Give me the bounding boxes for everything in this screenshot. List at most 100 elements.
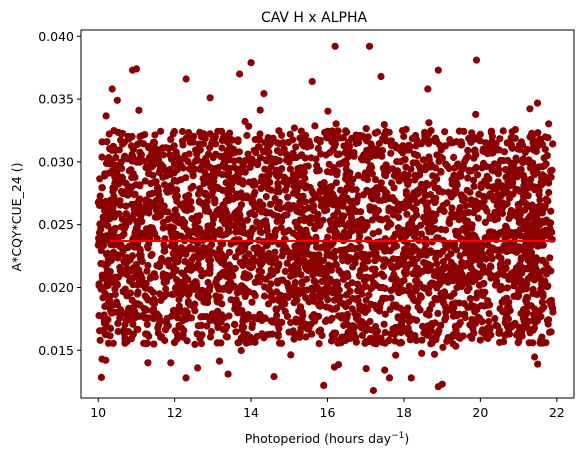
data-point bbox=[520, 317, 528, 325]
data-point bbox=[496, 207, 504, 215]
data-point bbox=[99, 241, 108, 249]
data-point bbox=[354, 280, 362, 288]
data-point bbox=[195, 197, 203, 205]
data-point bbox=[209, 215, 218, 223]
data-point bbox=[102, 159, 111, 167]
data-point bbox=[355, 228, 363, 237]
data-point bbox=[122, 265, 130, 273]
data-point bbox=[275, 339, 284, 347]
data-point bbox=[267, 162, 275, 171]
data-point bbox=[538, 305, 546, 313]
data-point bbox=[529, 285, 537, 293]
data-point bbox=[272, 306, 281, 314]
data-point bbox=[390, 184, 398, 192]
data-point bbox=[545, 219, 553, 227]
data-point bbox=[120, 230, 128, 238]
data-point bbox=[515, 292, 523, 300]
data-point bbox=[141, 177, 149, 185]
data-point bbox=[302, 226, 310, 234]
data-point bbox=[191, 264, 199, 272]
data-point bbox=[332, 260, 340, 268]
data-point bbox=[117, 250, 126, 258]
data-point bbox=[392, 242, 401, 250]
data-point bbox=[532, 254, 541, 262]
data-point bbox=[495, 230, 503, 238]
data-point bbox=[106, 268, 114, 276]
data-point bbox=[109, 248, 118, 256]
data-point bbox=[499, 127, 507, 135]
data-point bbox=[154, 324, 162, 332]
data-point bbox=[294, 265, 302, 273]
data-point bbox=[476, 137, 484, 145]
data-point bbox=[121, 285, 129, 293]
data-point bbox=[404, 304, 412, 312]
data-point bbox=[257, 184, 265, 193]
data-point bbox=[310, 207, 318, 215]
x-tick-label: 18 bbox=[396, 405, 412, 420]
data-point bbox=[381, 310, 389, 318]
data-point bbox=[163, 188, 172, 196]
data-point bbox=[393, 158, 401, 166]
data-point bbox=[317, 300, 325, 308]
data-point bbox=[537, 312, 545, 321]
data-point bbox=[104, 255, 112, 263]
data-point bbox=[203, 296, 211, 304]
data-point bbox=[218, 171, 226, 179]
data-point bbox=[417, 167, 425, 175]
data-point bbox=[404, 180, 412, 189]
data-point bbox=[348, 245, 356, 253]
data-point bbox=[272, 158, 280, 166]
data-point bbox=[534, 203, 542, 211]
data-point bbox=[450, 171, 458, 179]
data-point bbox=[153, 184, 161, 192]
data-point bbox=[518, 328, 526, 336]
data-point bbox=[392, 351, 400, 359]
data-point bbox=[482, 162, 490, 171]
data-point bbox=[128, 183, 136, 191]
data-point bbox=[374, 128, 382, 136]
data-point bbox=[256, 198, 264, 206]
data-point bbox=[162, 278, 171, 286]
data-point bbox=[193, 245, 201, 253]
data-point bbox=[433, 175, 441, 183]
data-point bbox=[194, 322, 202, 330]
data-point bbox=[245, 122, 253, 130]
data-point bbox=[134, 219, 142, 227]
data-point bbox=[479, 250, 487, 258]
data-point bbox=[461, 310, 469, 318]
data-point bbox=[436, 277, 445, 285]
outlier-point bbox=[236, 70, 244, 78]
data-point bbox=[502, 310, 511, 318]
data-point bbox=[157, 296, 165, 305]
data-point bbox=[261, 314, 269, 323]
data-point bbox=[199, 140, 208, 148]
data-point bbox=[538, 298, 547, 306]
data-point bbox=[494, 190, 502, 199]
data-point bbox=[327, 220, 336, 228]
data-point bbox=[102, 112, 110, 120]
data-point bbox=[361, 264, 369, 272]
data-point bbox=[362, 282, 370, 290]
data-point bbox=[134, 300, 142, 308]
data-point bbox=[157, 127, 165, 135]
data-point bbox=[346, 287, 354, 295]
data-point bbox=[430, 216, 439, 224]
data-point bbox=[293, 223, 301, 231]
data-point bbox=[381, 171, 389, 179]
data-point bbox=[241, 292, 249, 300]
data-point bbox=[118, 164, 126, 172]
data-point bbox=[108, 85, 116, 93]
data-point bbox=[453, 284, 461, 292]
data-point bbox=[380, 272, 388, 280]
data-point bbox=[272, 226, 280, 234]
data-point bbox=[167, 135, 175, 143]
data-point bbox=[115, 210, 123, 218]
data-point bbox=[112, 298, 121, 306]
data-point bbox=[226, 143, 235, 151]
data-point bbox=[178, 269, 186, 277]
data-point bbox=[476, 336, 484, 344]
data-point bbox=[185, 245, 193, 253]
data-point bbox=[301, 198, 309, 206]
data-point bbox=[298, 280, 306, 288]
data-point bbox=[330, 212, 338, 220]
